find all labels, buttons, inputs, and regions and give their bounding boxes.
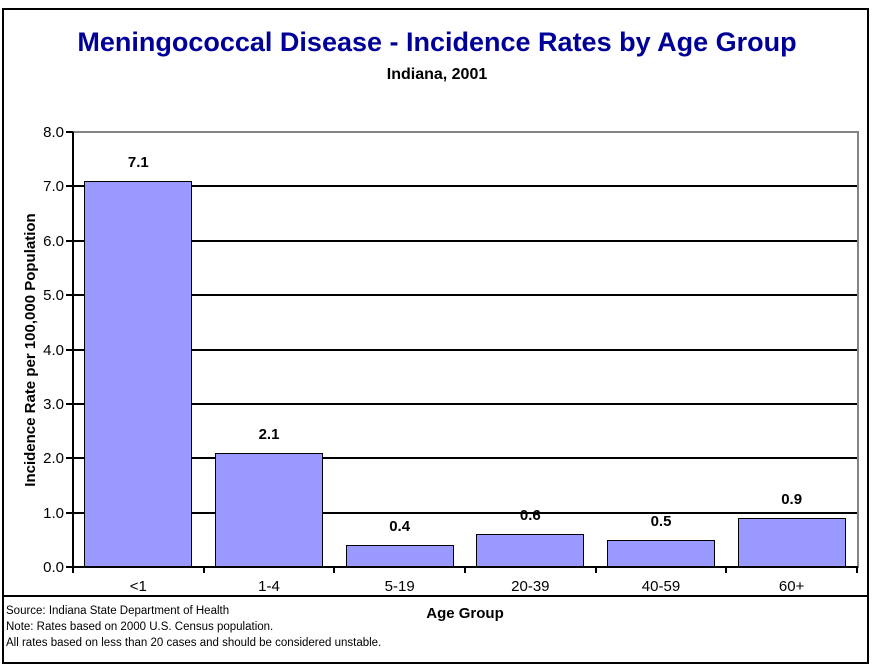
x-tick: [856, 567, 858, 573]
page-subtitle: Indiana, 2001: [386, 66, 488, 83]
y-tick: [66, 457, 73, 460]
x-tick: [725, 567, 728, 573]
x-tick: [72, 567, 74, 573]
bar-value-label: 0.4: [389, 518, 411, 536]
y-tick: [66, 131, 73, 133]
bar: [215, 452, 323, 567]
plot-frame-top: [73, 131, 858, 133]
stability-note: All rates based on less than 20 cases an…: [6, 637, 382, 649]
y-tick: [66, 185, 73, 188]
x-category-label: 60+: [778, 578, 805, 595]
x-category-label: 1-4: [258, 578, 280, 595]
x-axis-title: Age Group: [426, 605, 504, 622]
y-tick: [66, 348, 73, 351]
bar-value-label: 0.9: [781, 491, 803, 509]
footer-divider-line: [3, 595, 869, 597]
gridline: [73, 348, 857, 351]
x-category-label: <1: [129, 578, 147, 595]
y-tick-label: 7.0: [43, 178, 64, 196]
gridline: [73, 402, 857, 405]
y-tick-label: 8.0: [43, 124, 64, 141]
y-tick-label: 0.0: [43, 559, 64, 576]
y-tick-label: 5.0: [43, 287, 64, 305]
bar: [476, 534, 585, 567]
gridline: [73, 457, 857, 460]
y-tick: [66, 402, 73, 405]
y-tick-label: 6.0: [43, 232, 64, 250]
bar: [607, 539, 715, 567]
gridline: [73, 294, 857, 297]
y-tick-label: 1.0: [43, 504, 64, 522]
bar: [345, 545, 454, 567]
bar: [737, 518, 846, 567]
y-tick-label: 4.0: [43, 341, 64, 359]
x-tick: [202, 567, 205, 573]
x-tick: [464, 567, 466, 573]
footer-notes: Source: Indiana State Department of Heal…: [6, 603, 506, 651]
x-category-label: 20-39: [511, 578, 550, 595]
y-axis-line: [72, 132, 74, 568]
y-tick-label: 2.0: [43, 450, 64, 468]
x-category-label: 40-59: [641, 578, 681, 595]
bar-value-label: 7.1: [127, 153, 149, 171]
y-tick-label: 3.0: [43, 395, 64, 413]
y-tick: [66, 239, 73, 242]
plot-frame-right: [857, 131, 859, 568]
gridline: [73, 239, 857, 242]
bar-value-label: 0.5: [650, 512, 672, 530]
x-tick: [333, 567, 336, 573]
bar-value-label: 0.6: [519, 507, 541, 525]
y-tick: [66, 294, 73, 297]
y-tick: [66, 566, 73, 568]
bar-value-label: 2.1: [258, 425, 280, 443]
x-category-label: 5-19: [384, 578, 415, 595]
page-title: Meningococcal Disease - Incidence Rates …: [77, 27, 797, 57]
y-tick: [66, 511, 73, 514]
gridline: [73, 511, 857, 514]
source-note: Source: Indiana State Department of Heal…: [6, 605, 230, 617]
x-tick: [594, 567, 597, 573]
gridline: [73, 185, 857, 188]
census-note: Note: Rates based on 2000 U.S. Census po…: [6, 621, 274, 633]
bar: [84, 180, 193, 567]
